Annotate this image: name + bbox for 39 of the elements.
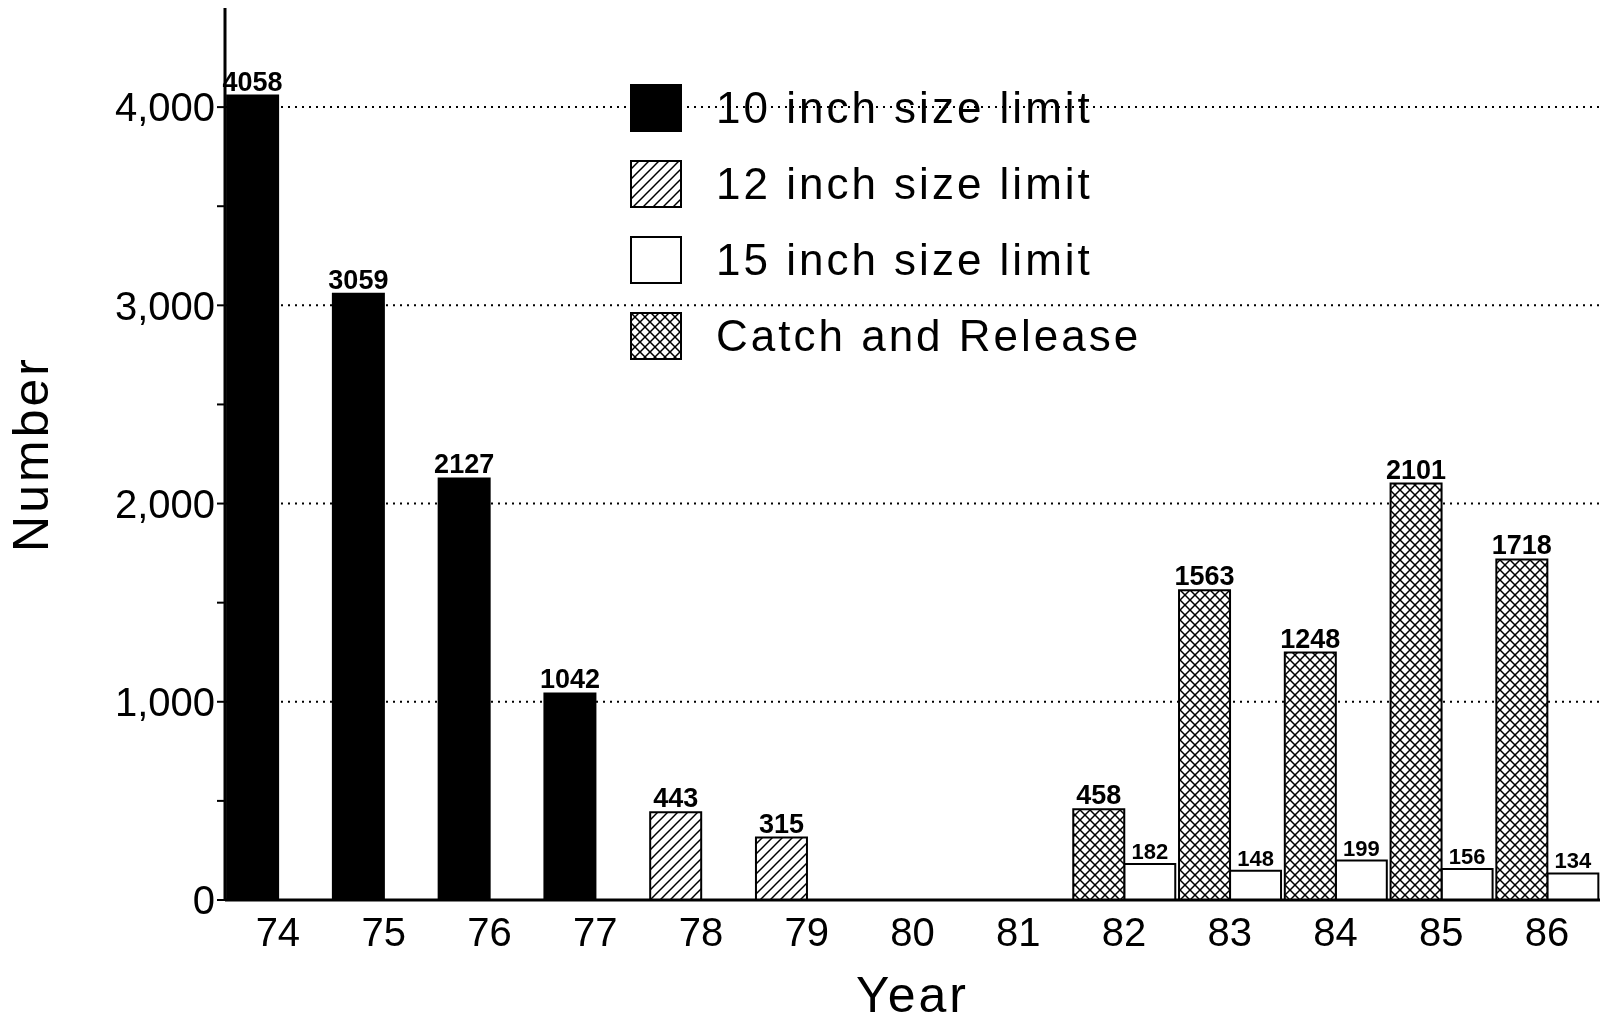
- data-label: 1563: [1174, 561, 1235, 592]
- legend-label: Catch and Release: [716, 311, 1142, 361]
- data-label: 199: [1342, 835, 1380, 861]
- x-tick-label: 80: [890, 910, 935, 955]
- data-label: 315: [758, 808, 804, 839]
- x-tick-label: 78: [678, 910, 724, 955]
- x-tick-label: 76: [467, 910, 512, 955]
- data-label: 134: [1554, 848, 1592, 874]
- x-axis-title: Year: [855, 967, 970, 1020]
- data-label: 458: [1076, 780, 1122, 811]
- data-label: 148: [1237, 845, 1274, 871]
- y-tick-label: 2,000: [114, 481, 215, 526]
- y-tick-label: 0: [192, 878, 215, 923]
- legend-label: 12 inch size limit: [716, 159, 1093, 209]
- x-tick-label: 81: [996, 910, 1041, 955]
- x-tick-label: 82: [1101, 910, 1147, 955]
- x-tick-label: 75: [361, 910, 406, 955]
- x-tick-label: 77: [572, 910, 618, 955]
- x-tick-label: 79: [784, 910, 829, 955]
- y-tick-label: 4,000: [114, 85, 215, 130]
- data-label: 1042: [539, 664, 600, 695]
- legend-label: 10 inch size limit: [716, 83, 1093, 133]
- data-label: 1718: [1491, 530, 1552, 561]
- y-axis-title: Number: [2, 356, 59, 552]
- data-label: 182: [1131, 838, 1169, 864]
- y-tick-label: 1,000: [114, 679, 215, 724]
- x-tick-label: 74: [255, 910, 301, 955]
- data-label: 1248: [1280, 623, 1341, 654]
- x-tick-label: 84: [1313, 910, 1358, 955]
- x-tick-label: 83: [1207, 910, 1253, 955]
- data-label: 156: [1448, 844, 1486, 870]
- data-label: 3059: [328, 264, 389, 295]
- x-tick-label: 86: [1524, 910, 1570, 955]
- data-label: 2127: [434, 449, 495, 480]
- data-label: 2101: [1386, 454, 1447, 485]
- y-tick-label: 3,000: [114, 283, 215, 328]
- x-tick-label: 85: [1419, 910, 1464, 955]
- data-label: 443: [653, 783, 699, 814]
- legend-label: 15 inch size limit: [716, 235, 1093, 285]
